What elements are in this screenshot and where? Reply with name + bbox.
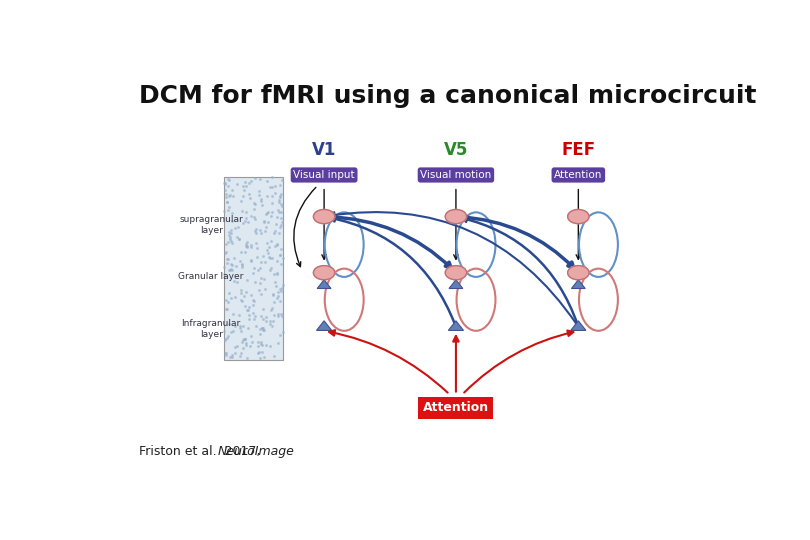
Polygon shape bbox=[571, 321, 586, 330]
FancyArrowPatch shape bbox=[462, 217, 578, 324]
Text: Attention: Attention bbox=[423, 401, 489, 414]
Polygon shape bbox=[448, 321, 463, 330]
FancyArrowPatch shape bbox=[458, 217, 573, 268]
FancyArrowPatch shape bbox=[464, 330, 573, 393]
Text: Friston et al.  2017,: Friston et al. 2017, bbox=[139, 445, 264, 458]
Polygon shape bbox=[318, 280, 331, 288]
FancyArrowPatch shape bbox=[329, 330, 448, 393]
Text: Granular layer: Granular layer bbox=[178, 272, 244, 281]
Circle shape bbox=[446, 210, 467, 224]
Polygon shape bbox=[317, 321, 332, 330]
Polygon shape bbox=[449, 280, 463, 288]
Text: Attention: Attention bbox=[554, 170, 603, 180]
Bar bbox=[224, 177, 284, 360]
Circle shape bbox=[313, 210, 335, 224]
Text: V1: V1 bbox=[312, 141, 336, 159]
Circle shape bbox=[568, 210, 589, 224]
Text: Infragranular
layer: Infragranular layer bbox=[181, 319, 241, 339]
FancyArrowPatch shape bbox=[330, 216, 455, 324]
Text: Visual motion: Visual motion bbox=[420, 170, 492, 180]
Text: supragranular
layer: supragranular layer bbox=[179, 215, 243, 234]
Text: NeuroImage: NeuroImage bbox=[217, 445, 294, 458]
Circle shape bbox=[446, 266, 467, 280]
Text: Visual input: Visual input bbox=[293, 170, 355, 180]
Circle shape bbox=[313, 266, 335, 280]
Text: FEF: FEF bbox=[561, 141, 595, 159]
FancyArrowPatch shape bbox=[327, 217, 451, 268]
Polygon shape bbox=[571, 280, 586, 288]
FancyArrowPatch shape bbox=[329, 212, 577, 325]
Text: DCM for fMRI using a canonical microcircuit: DCM for fMRI using a canonical microcirc… bbox=[139, 84, 757, 107]
Text: V5: V5 bbox=[444, 141, 468, 159]
FancyArrowPatch shape bbox=[453, 336, 458, 392]
Circle shape bbox=[568, 266, 589, 280]
